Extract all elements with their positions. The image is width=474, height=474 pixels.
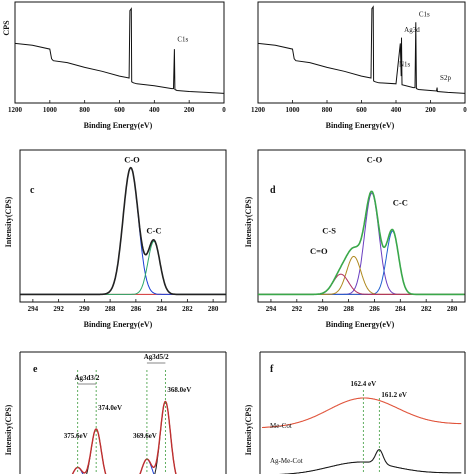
panel-f-plot: 162.4 eV 161.2 eV Me-Cot Ag-Me-Cot	[259, 351, 466, 474]
panel-b-spectrum-line	[257, 5, 466, 94]
panel-b-xtick-label: 800	[322, 106, 333, 114]
panel-d-label: d	[270, 185, 276, 196]
panel-d-envelope	[258, 190, 465, 296]
panel-c-envelope	[20, 166, 226, 296]
panel-d-component-c-o	[258, 273, 465, 295]
panel-d-xlabel: Binding Energy(eV)	[326, 320, 395, 329]
panel-b-xtick-label: 1200	[251, 106, 266, 114]
panel-e-envelope	[71, 400, 177, 474]
panel-e-peak-label: 375.6eV	[64, 432, 88, 440]
panel-e-group-label: Ag3d3/2	[74, 374, 99, 382]
panel-c-peak-label: C-C	[146, 226, 161, 236]
panel-b-xlabel: Binding Energy(eV)	[326, 121, 395, 130]
panel-c-xtick-label: 280	[208, 305, 219, 313]
panel-d-xtick-label: 284	[395, 305, 406, 313]
panel-d-peak-label: C-C	[393, 198, 408, 208]
panel-b-xtick-label: 0	[463, 106, 467, 114]
panel-c-ylabel: Intensity(CPS)	[4, 196, 13, 247]
panel-f-series-label: Me-Cot	[270, 422, 292, 430]
panel-d-c1s-fit: Intensity(CPS) 294 292 290 288 286 284 282 280 …	[244, 149, 466, 329]
panel-e-peak-label: 368.0eV	[167, 386, 191, 394]
panel-c-plot: C-O C-C	[20, 155, 226, 296]
panel-c-peak-label: C-O	[124, 155, 140, 165]
panel-e-peak-label: 374.0eV	[98, 404, 122, 412]
panel-f-series-label: Ag-Me-Cot	[270, 457, 303, 465]
panel-a-xtick-label: 400	[149, 106, 160, 114]
panel-c-label: c	[30, 185, 35, 196]
panel-a-xtick-label: 1000	[43, 106, 58, 114]
panel-b-peak-label: C1s	[419, 10, 430, 18]
panel-e-peak-label: 369.6eV	[133, 432, 157, 440]
panel-c-xtick-label: 284	[156, 305, 167, 313]
panel-c-c1s-fit: Intensity(CPS) 294 292 290 288 286 284 282 280 …	[4, 149, 227, 329]
panel-a-peak-label: C1s	[177, 35, 188, 43]
panel-a-spectrum-line	[14, 7, 225, 94]
panel-d-xtick-label: 292	[292, 305, 303, 313]
panel-d-xtick-label: 294	[266, 305, 277, 313]
panel-c-xtick-label: 290	[79, 305, 90, 313]
panel-b-survey-spectrum: 1200 1000 800 600 400 200 0 Ag3d C1s N1s S2p Bind…	[251, 1, 467, 130]
panel-c-component-c-c	[20, 240, 226, 295]
panel-d-xtick-label: 286	[369, 305, 380, 313]
panel-d-axes: 294 292 290 288 286 284 282 280	[257, 149, 466, 313]
panel-b-plot: Ag3d C1s N1s S2p	[257, 5, 466, 94]
panel-a-plot: C1s	[14, 7, 225, 94]
panel-a-xtick-label: 0	[222, 106, 226, 114]
panel-c-xtick-label: 294	[28, 305, 39, 313]
panel-f-series-ag-me-cot	[277, 449, 462, 474]
panel-d-xtick-label: 282	[421, 305, 432, 313]
panel-f-peak-label: 162.4 eV	[350, 380, 376, 388]
panel-d-peak-label: C-O	[367, 155, 383, 165]
panel-e-plot: Ag3d3/2 Ag3d5/2 374.0eV 375.6eV 368.0eV 369.6…	[19, 351, 227, 474]
panel-d-peak-label: C-S	[322, 226, 336, 236]
panel-a-xtick-label: 600	[114, 106, 125, 114]
panel-c-xlabel: Binding Energy(eV)	[84, 320, 153, 329]
panel-b-peak-label: N1s	[399, 60, 411, 68]
panel-b-xtick-label: 1000	[286, 106, 301, 114]
panel-b-peak-label: S2p	[440, 74, 451, 82]
panel-b-axes: 1200 1000 800 600 400 200 0	[251, 1, 467, 114]
panel-f-ylabel: Intensity(CPS)	[244, 404, 253, 455]
panel-f-series-me-cot	[262, 397, 462, 429]
panel-d-peak-label: C=O	[310, 246, 328, 256]
panel-a-xtick-label: 800	[79, 106, 90, 114]
panel-e-group-label: Ag3d5/2	[144, 353, 169, 361]
panel-a-axes: 1200 1000 800 600 400 200 0	[8, 1, 226, 114]
panel-a-frame	[14, 1, 225, 104]
panel-c-frame	[19, 149, 227, 303]
panel-a-xtick-label: 200	[184, 106, 195, 114]
panel-e-component-ag3d5-2-b	[139, 458, 155, 474]
panel-f-s2p: Intensity(CPS) 162.4 eV 161.2 eV Me-Cot Ag-…	[244, 351, 466, 474]
panel-d-xtick-label: 288	[343, 305, 354, 313]
panel-b-peak-label: Ag3d	[404, 26, 420, 34]
panel-c-xtick-label: 286	[131, 305, 142, 313]
panel-d-plot: C-O C-C C-S C=O	[258, 155, 465, 296]
panel-c-xtick-label: 282	[182, 305, 193, 313]
panel-c-xtick-label: 292	[53, 305, 64, 313]
panel-b-xtick-label: 400	[391, 106, 402, 114]
panel-a-survey-spectrum: CPS 1200 1000 800 600 400 200 0 C1s Binding En…	[2, 1, 226, 130]
panel-b-xtick-label: 600	[356, 106, 367, 114]
panel-a-ylabel: CPS	[2, 20, 11, 36]
panel-f-peak-label: 161.2 eV	[381, 391, 407, 399]
panel-c-component-c-o	[20, 167, 226, 295]
panel-b-xtick-label: 200	[425, 106, 436, 114]
panel-f-label: f	[270, 364, 274, 375]
panel-d-xtick-label: 290	[317, 305, 328, 313]
panel-e-ag3d: Intensity(CPS) Ag3d3/2 Ag3d5/2 374.0eV 375.…	[4, 351, 227, 474]
panel-a-xtick-label: 1200	[8, 106, 23, 114]
panel-e-ylabel: Intensity(CPS)	[4, 404, 13, 455]
panel-d-component-c-o	[258, 192, 465, 295]
panel-b-frame	[257, 1, 466, 104]
panel-c-xtick-label: 288	[105, 305, 116, 313]
panel-d-ylabel: Intensity(CPS)	[244, 196, 253, 247]
panel-c-axes: 294 292 290 288 286 284 282 280	[19, 149, 227, 313]
panel-d-xtick-label: 280	[447, 305, 458, 313]
panel-d-frame	[257, 149, 466, 303]
panel-e-label: e	[33, 364, 38, 375]
panel-a-xlabel: Binding Energy(eV)	[84, 121, 153, 130]
